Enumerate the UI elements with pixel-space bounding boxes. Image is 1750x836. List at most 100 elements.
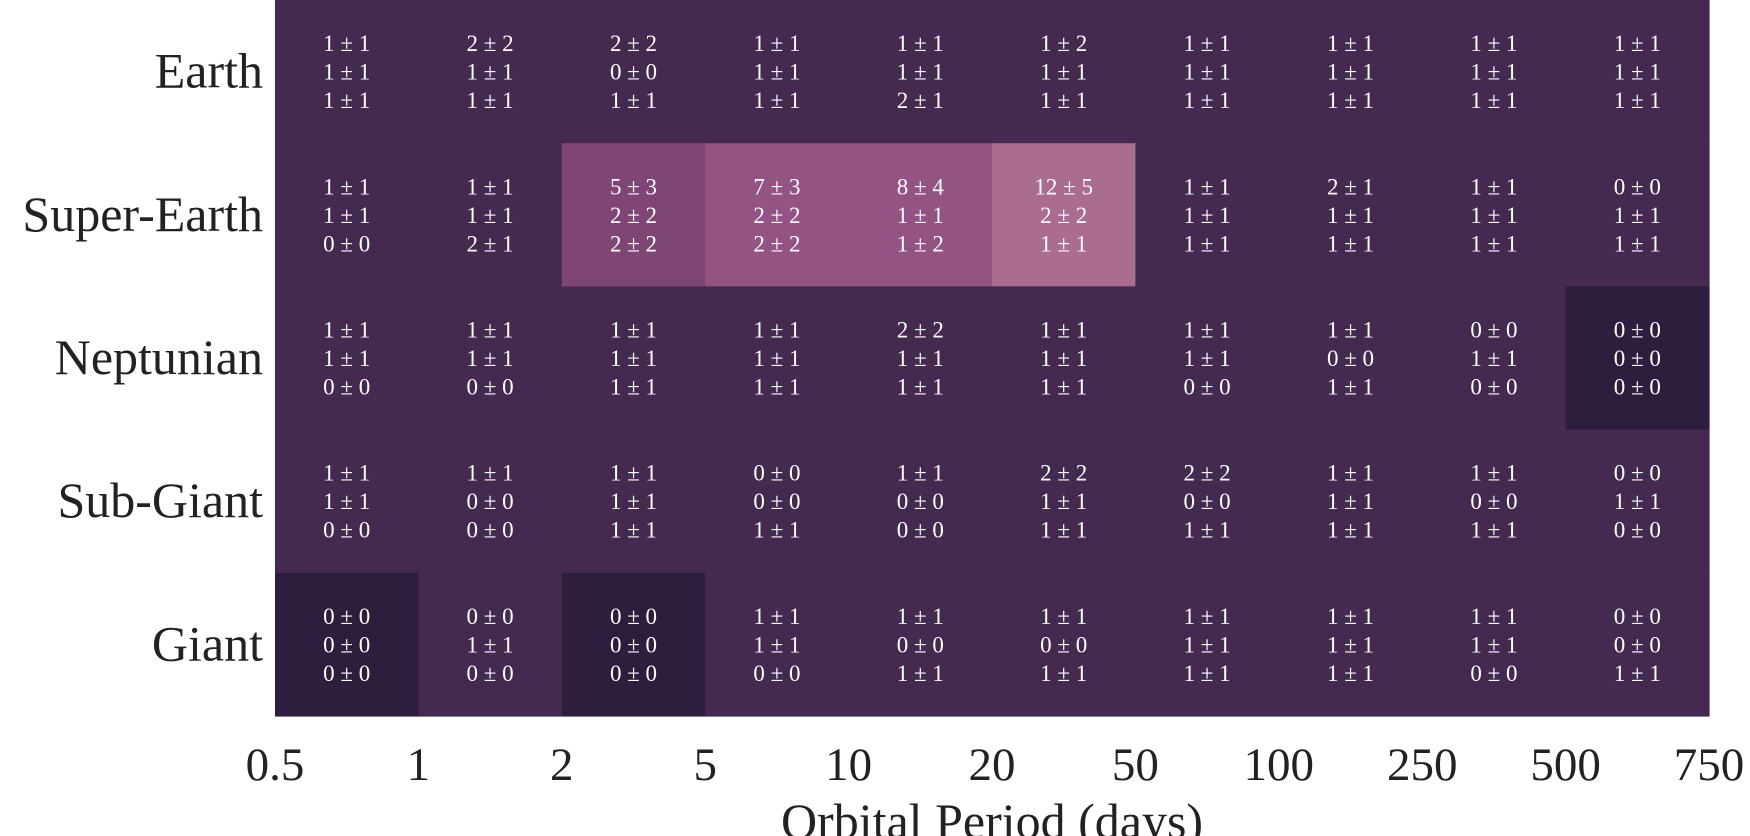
cell-value-label: 1 ± 1 <box>1614 203 1661 228</box>
cell-value-label: 1 ± 1 <box>753 375 800 400</box>
heatmap-cell <box>418 429 563 574</box>
cell-value-label: 2 ± 2 <box>1184 461 1231 486</box>
cell-value-label: 1 ± 2 <box>1040 31 1087 56</box>
cell-value-label: 1 ± 1 <box>323 60 370 85</box>
cell-value-label: 1 ± 1 <box>1327 661 1374 686</box>
cell-value-label: 1 ± 1 <box>1040 489 1087 514</box>
cell-value-label: 2 ± 1 <box>467 231 514 256</box>
cell-value-label: 1 ± 1 <box>1327 375 1374 400</box>
cell-value-label: 0 ± 0 <box>467 604 514 629</box>
heatmap-cell <box>992 0 1136 144</box>
cell-value-label: 1 ± 1 <box>897 346 944 371</box>
cell-value-label: 1 ± 1 <box>1184 174 1231 199</box>
cell-value-label: 1 ± 1 <box>1184 318 1231 343</box>
cell-value-label: 1 ± 1 <box>323 318 370 343</box>
cell-value-label: 1 ± 1 <box>1040 88 1087 113</box>
cell-value-label: 1 ± 1 <box>1040 318 1087 343</box>
cell-value-label: 1 ± 1 <box>467 318 514 343</box>
row-label: Super-Earth <box>22 186 263 242</box>
cell-value-label: 2 ± 2 <box>897 318 944 343</box>
cell-value-label: 1 ± 1 <box>1184 231 1231 256</box>
cell-value-label: 1 ± 1 <box>753 346 800 371</box>
cell-value-label: 1 ± 1 <box>323 461 370 486</box>
cell-value-label: 0 ± 0 <box>1614 604 1661 629</box>
cell-value-label: 0 ± 0 <box>1614 174 1661 199</box>
cell-value-label: 0 ± 0 <box>897 518 944 543</box>
heatmap-cell <box>1565 143 1710 287</box>
cell-value-label: 1 ± 1 <box>610 88 657 113</box>
heatmap-cell <box>1565 0 1710 144</box>
cell-value-label: 1 ± 1 <box>1327 518 1374 543</box>
heatmap-cell <box>418 286 563 431</box>
cell-value-label: 0 ± 0 <box>1470 489 1517 514</box>
cell-value-label: 1 ± 1 <box>610 518 657 543</box>
cell-value-label: 1 ± 1 <box>1040 346 1087 371</box>
cell-value-label: 1 ± 1 <box>753 31 800 56</box>
cell-value-label: 1 ± 1 <box>1184 31 1231 56</box>
heatmap-cell <box>1135 0 1280 144</box>
cell-value-label: 1 ± 1 <box>1614 231 1661 256</box>
cell-value-label: 2 ± 2 <box>1040 461 1087 486</box>
x-tick-label: 750 <box>1674 739 1745 791</box>
heatmap-cell <box>1278 143 1423 287</box>
heatmap-cell <box>1278 286 1423 431</box>
cell-value-label: 1 ± 1 <box>467 203 514 228</box>
cell-value-label: 1 ± 1 <box>1614 88 1661 113</box>
heatmap-cell <box>1565 572 1710 717</box>
cell-value-label: 1 ± 1 <box>610 375 657 400</box>
cell-value-label: 1 ± 1 <box>467 60 514 85</box>
heatmap-cell <box>848 572 993 717</box>
heatmap-cell <box>561 286 706 431</box>
cell-value-label: 0 ± 0 <box>1184 375 1231 400</box>
cell-value-label: 2 ± 2 <box>1040 203 1087 228</box>
heatmap-cell <box>705 429 850 574</box>
heatmap-cell <box>1422 572 1567 717</box>
cell-value-label: 1 ± 1 <box>1614 661 1661 686</box>
heatmap-cell <box>992 572 1136 717</box>
cell-value-label: 0 ± 0 <box>323 231 370 256</box>
x-tick-label: 50 <box>1112 739 1159 791</box>
cell-value-label: 0 ± 0 <box>610 60 657 85</box>
heatmap-cell <box>848 286 993 431</box>
cell-value-label: 1 ± 1 <box>610 489 657 514</box>
cell-value-label: 0 ± 0 <box>467 375 514 400</box>
cell-value-label: 1 ± 1 <box>1040 661 1087 686</box>
cell-value-label: 1 ± 1 <box>323 489 370 514</box>
cell-value-label: 1 ± 1 <box>323 31 370 56</box>
cell-value-label: 1 ± 1 <box>323 174 370 199</box>
row-label: Sub-Giant <box>57 472 263 528</box>
heatmap-cell <box>561 572 706 717</box>
cell-value-label: 1 ± 1 <box>467 632 514 657</box>
heatmap-cell <box>1278 572 1423 717</box>
heatmap-cell <box>1278 0 1423 144</box>
cell-value-label: 0 ± 0 <box>753 661 800 686</box>
cell-value-label: 1 ± 1 <box>1327 604 1374 629</box>
heatmap-cell <box>275 143 419 287</box>
cell-value-label: 2 ± 1 <box>1327 174 1374 199</box>
cell-value-label: 1 ± 1 <box>1184 632 1231 657</box>
cell-value-label: 0 ± 0 <box>1470 661 1517 686</box>
cell-value-label: 1 ± 1 <box>1327 231 1374 256</box>
x-tick-label: 10 <box>825 739 872 791</box>
heatmap-cell <box>848 0 993 144</box>
x-tick-label: 250 <box>1387 739 1458 791</box>
cell-value-label: 2 ± 2 <box>467 31 514 56</box>
heatmap-cell <box>275 286 419 431</box>
x-tick-label: 2 <box>550 739 574 791</box>
cell-value-label: 1 ± 1 <box>1327 318 1374 343</box>
row-label: Earth <box>155 43 263 99</box>
heatmap-cell <box>1422 143 1567 287</box>
cell-value-label: 1 ± 1 <box>1470 632 1517 657</box>
x-tick-label: 5 <box>693 739 717 791</box>
heatmap-cell <box>705 143 850 287</box>
cell-value-label: 2 ± 2 <box>610 231 657 256</box>
cell-value-label: 1 ± 1 <box>1470 461 1517 486</box>
cell-value-label: 1 ± 1 <box>1470 203 1517 228</box>
cell-value-label: 0 ± 0 <box>1470 375 1517 400</box>
cell-value-label: 0 ± 0 <box>323 518 370 543</box>
cell-value-label: 0 ± 0 <box>1470 318 1517 343</box>
row-label: Neptunian <box>55 329 263 385</box>
cell-value-label: 1 ± 1 <box>1470 604 1517 629</box>
cell-value-label: 1 ± 1 <box>1040 60 1087 85</box>
